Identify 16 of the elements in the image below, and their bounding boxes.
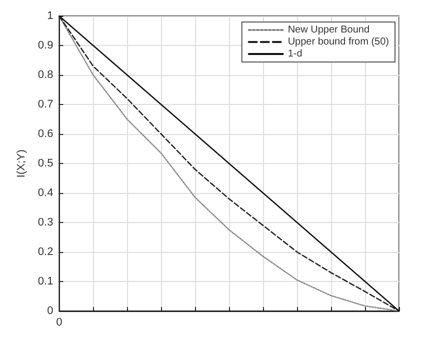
legend-label: New Upper Bound [288, 24, 370, 36]
y-tick-label: 0.4 [38, 187, 54, 199]
y-tick-label: 0.7 [38, 98, 54, 110]
y-axis-title: I(X;Y) [16, 149, 28, 178]
y-tick-label: 1 [47, 10, 54, 22]
legend-label: Upper bound from (50) [288, 36, 390, 48]
y-tick-label: 0.8 [38, 69, 54, 81]
line-series [58, 15, 400, 312]
y-tick-label: 0.6 [38, 128, 54, 140]
y-tick-label: 0.1 [38, 276, 54, 288]
y-tick-label: 0.9 [38, 40, 54, 52]
y-tick-label: 0.3 [38, 216, 54, 228]
y-tick-label: 0.2 [38, 246, 54, 258]
legend-label: 1-d [288, 48, 302, 60]
category-label: 0 [56, 316, 62, 328]
y-tick-label: 0.5 [38, 158, 54, 170]
